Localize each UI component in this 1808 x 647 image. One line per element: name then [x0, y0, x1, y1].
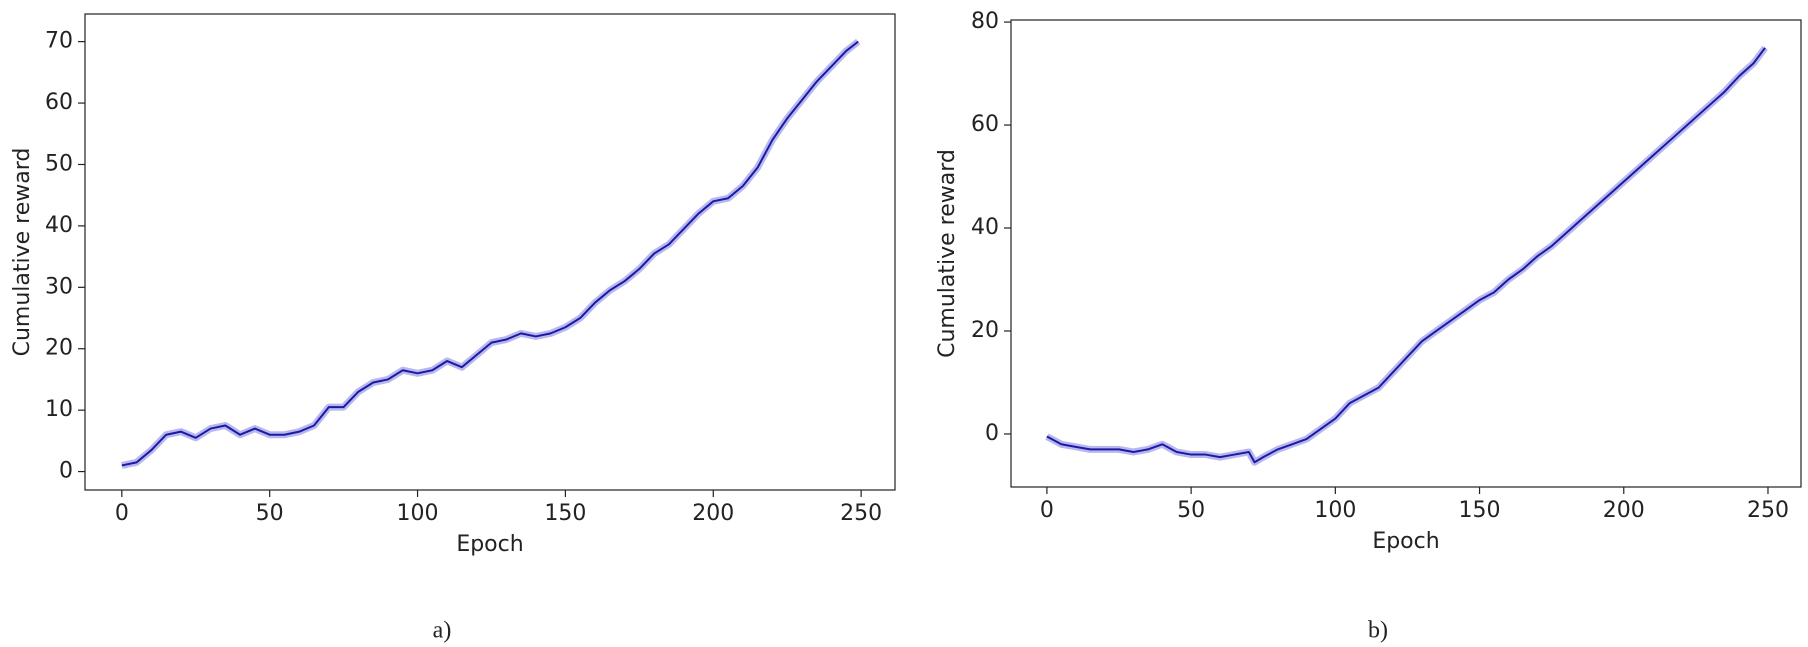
y-tick-label: 70	[45, 29, 73, 54]
y-tick-label: 40	[45, 213, 73, 238]
y-tick-label: 0	[59, 459, 73, 484]
line	[1046, 47, 1766, 464]
y-tick-label: 0	[985, 421, 999, 446]
x-tick-label: 100	[1314, 498, 1356, 523]
y-axis-label: Cumulative reward	[10, 148, 35, 357]
line-band	[121, 38, 861, 469]
y-tick-label: 40	[971, 215, 999, 240]
y-tick-label: 50	[45, 151, 73, 176]
x-tick-label: 250	[840, 501, 882, 526]
x-tick-label: 150	[544, 501, 586, 526]
y-tick-label: 20	[45, 336, 73, 361]
y-tick-label: 60	[971, 112, 999, 137]
y-axis-label: Cumulative reward	[935, 149, 960, 358]
axes-frame	[1010, 19, 1802, 488]
x-tick-label: 250	[1747, 498, 1789, 523]
caption: b)	[1368, 618, 1388, 644]
x-axis-label: Epoch	[456, 532, 523, 557]
x-tick-label: 200	[692, 501, 734, 526]
y-tick-label: 30	[45, 274, 73, 299]
x-tick-label: 0	[1040, 498, 1054, 523]
y-tick-label: 60	[45, 90, 73, 115]
y-tick-label: 10	[45, 397, 73, 422]
line-band	[1045, 45, 1768, 466]
x-axis-label: Epoch	[1372, 529, 1439, 554]
axes-frame	[84, 13, 896, 491]
x-tick-label: 0	[115, 501, 129, 526]
x-tick-label: 100	[397, 501, 439, 526]
x-tick-label: 50	[1177, 498, 1205, 523]
x-tick-label: 200	[1603, 498, 1645, 523]
x-tick-label: 50	[256, 501, 284, 526]
y-tick-label: 80	[971, 9, 999, 34]
caption: a)	[433, 618, 452, 644]
y-tick-label: 20	[971, 318, 999, 343]
x-tick-label: 150	[1459, 498, 1501, 523]
line	[121, 40, 859, 467]
